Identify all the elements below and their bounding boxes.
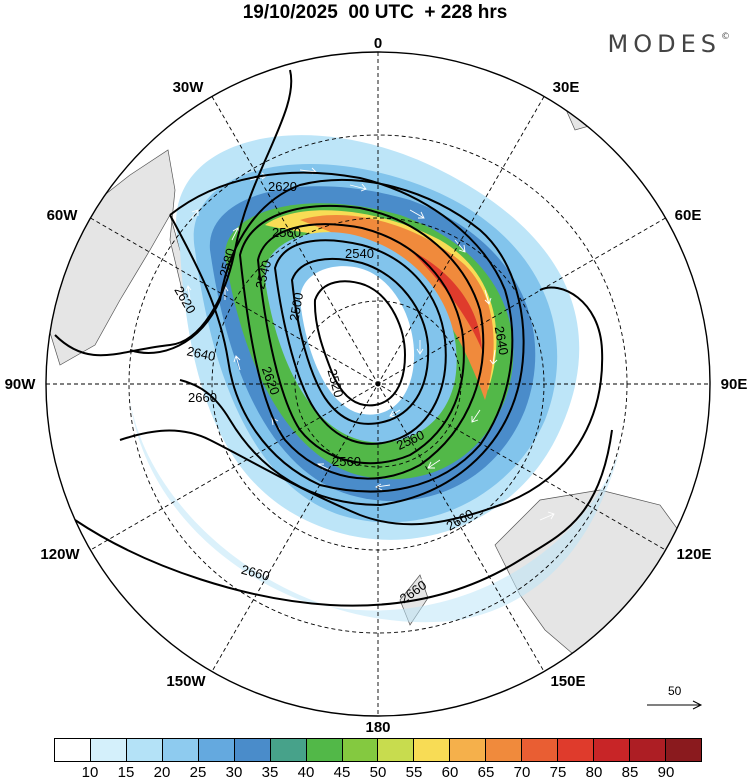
colorbar-tick-label: 45 (333, 764, 351, 781)
contour-label: 2660 (188, 390, 217, 405)
wind-vectors (89, 167, 648, 670)
colorbar-tick-label: 65 (477, 764, 495, 781)
colorbar-tick-label: 55 (405, 764, 423, 781)
contour-label: 2560 (272, 225, 301, 240)
colorbar-tick-label: 30 (225, 764, 243, 781)
colorbar-segment (558, 739, 595, 761)
lon-label-30e: 30E (553, 79, 580, 96)
brand-logo: MODES© (608, 30, 730, 58)
lon-label-180: 180 (365, 719, 390, 736)
colorbar-tick-label: 75 (549, 764, 567, 781)
colorbar-segment (126, 739, 163, 761)
contour-2560 (256, 223, 465, 465)
colorbar-tick-label: 85 (621, 764, 639, 781)
colorbar-tick-label: 20 (153, 764, 171, 781)
colorbar-segment (522, 739, 559, 761)
colorbar-tick-label: 10 (81, 764, 99, 781)
colorbar-segment (270, 739, 307, 761)
colorbar-segment (306, 739, 343, 761)
contour-label: 2540 (252, 259, 274, 291)
lon-label-150e: 150E (550, 673, 585, 690)
colorbar-tick-label: 60 (441, 764, 459, 781)
contour-label: 2560 (332, 454, 361, 469)
lon-label-120w: 120W (40, 546, 80, 563)
colorbar-tick-label: 35 (261, 764, 279, 781)
contour-label: 2500 (286, 291, 306, 322)
reference-vector-arrow (647, 700, 703, 710)
longitude-labels: 0 30E 60E 90E 120E 150E 180 150W 120W 90… (5, 35, 748, 736)
colorbar-segment (342, 739, 379, 761)
contour-label: 2580 (216, 247, 238, 279)
contour-2620 (169, 171, 514, 493)
contour-2520 (290, 257, 430, 425)
colorbar-segment (486, 739, 523, 761)
colorbar-tick-label: 40 (297, 764, 315, 781)
colorbar-labels: 10 15 20 25 30 35 40 45 50 55 60 65 70 75 80 85 90 (0, 764, 750, 782)
colorbar-tick-label: 70 (513, 764, 531, 781)
colorbar-segment (378, 739, 415, 761)
lon-label-90w: 90W (5, 376, 37, 393)
lon-label-30w: 30W (173, 79, 205, 96)
wind-band-orange (300, 215, 494, 400)
contour-label: 2640 (185, 343, 216, 364)
colorbar-segment (162, 739, 199, 761)
brand-mark: © (721, 32, 730, 42)
colorbar-segment (665, 739, 701, 761)
colorbar-segment (594, 739, 630, 761)
colorbar-tick-label: 15 (117, 764, 135, 781)
colorbar-segment (450, 739, 487, 761)
lon-label-60e: 60E (675, 207, 702, 224)
contour-2660-south (74, 429, 613, 607)
map-boundary (45, 51, 711, 717)
colorbar-tick-label: 90 (657, 764, 675, 781)
lon-label-60w: 60W (47, 207, 79, 224)
contour-label: 2660 (240, 562, 272, 584)
contour-label: 2640 (492, 325, 512, 356)
contour-2580 (238, 204, 485, 480)
chart-title: 19/10/2025 00 UTC + 228 hrs (242, 2, 508, 23)
reference-vector-label: 50 (668, 684, 682, 698)
colorbar-tick-label: 80 (585, 764, 603, 781)
lon-label-0: 0 (374, 35, 382, 52)
contour-2660-north (54, 69, 293, 357)
pole-marker (375, 381, 381, 387)
colorbar-segment (90, 739, 127, 761)
colorbar-segment (630, 739, 666, 761)
colorbar-segment (234, 739, 271, 761)
colorbar (54, 738, 702, 762)
lon-label-150w: 150W (166, 673, 206, 690)
contour-2660-east (119, 286, 604, 526)
colorbar-segment (55, 739, 91, 761)
colorbar-tick-label: 25 (189, 764, 207, 781)
map-content (46, 69, 710, 681)
contour-label: 2540 (345, 246, 374, 261)
contour-label: 2620 (268, 179, 297, 194)
contour-2640 (129, 179, 525, 507)
lon-label-120e: 120E (676, 546, 711, 563)
brand-text: MODES (607, 30, 721, 58)
colorbar-tick-label: 50 (369, 764, 387, 781)
wind-core-calm (300, 266, 415, 415)
colorbar-segment (198, 739, 235, 761)
colorbar-segment (414, 739, 451, 761)
contour-label: 2520 (325, 367, 347, 399)
contour-2540 (273, 239, 447, 445)
lon-label-90e: 90E (721, 376, 748, 393)
